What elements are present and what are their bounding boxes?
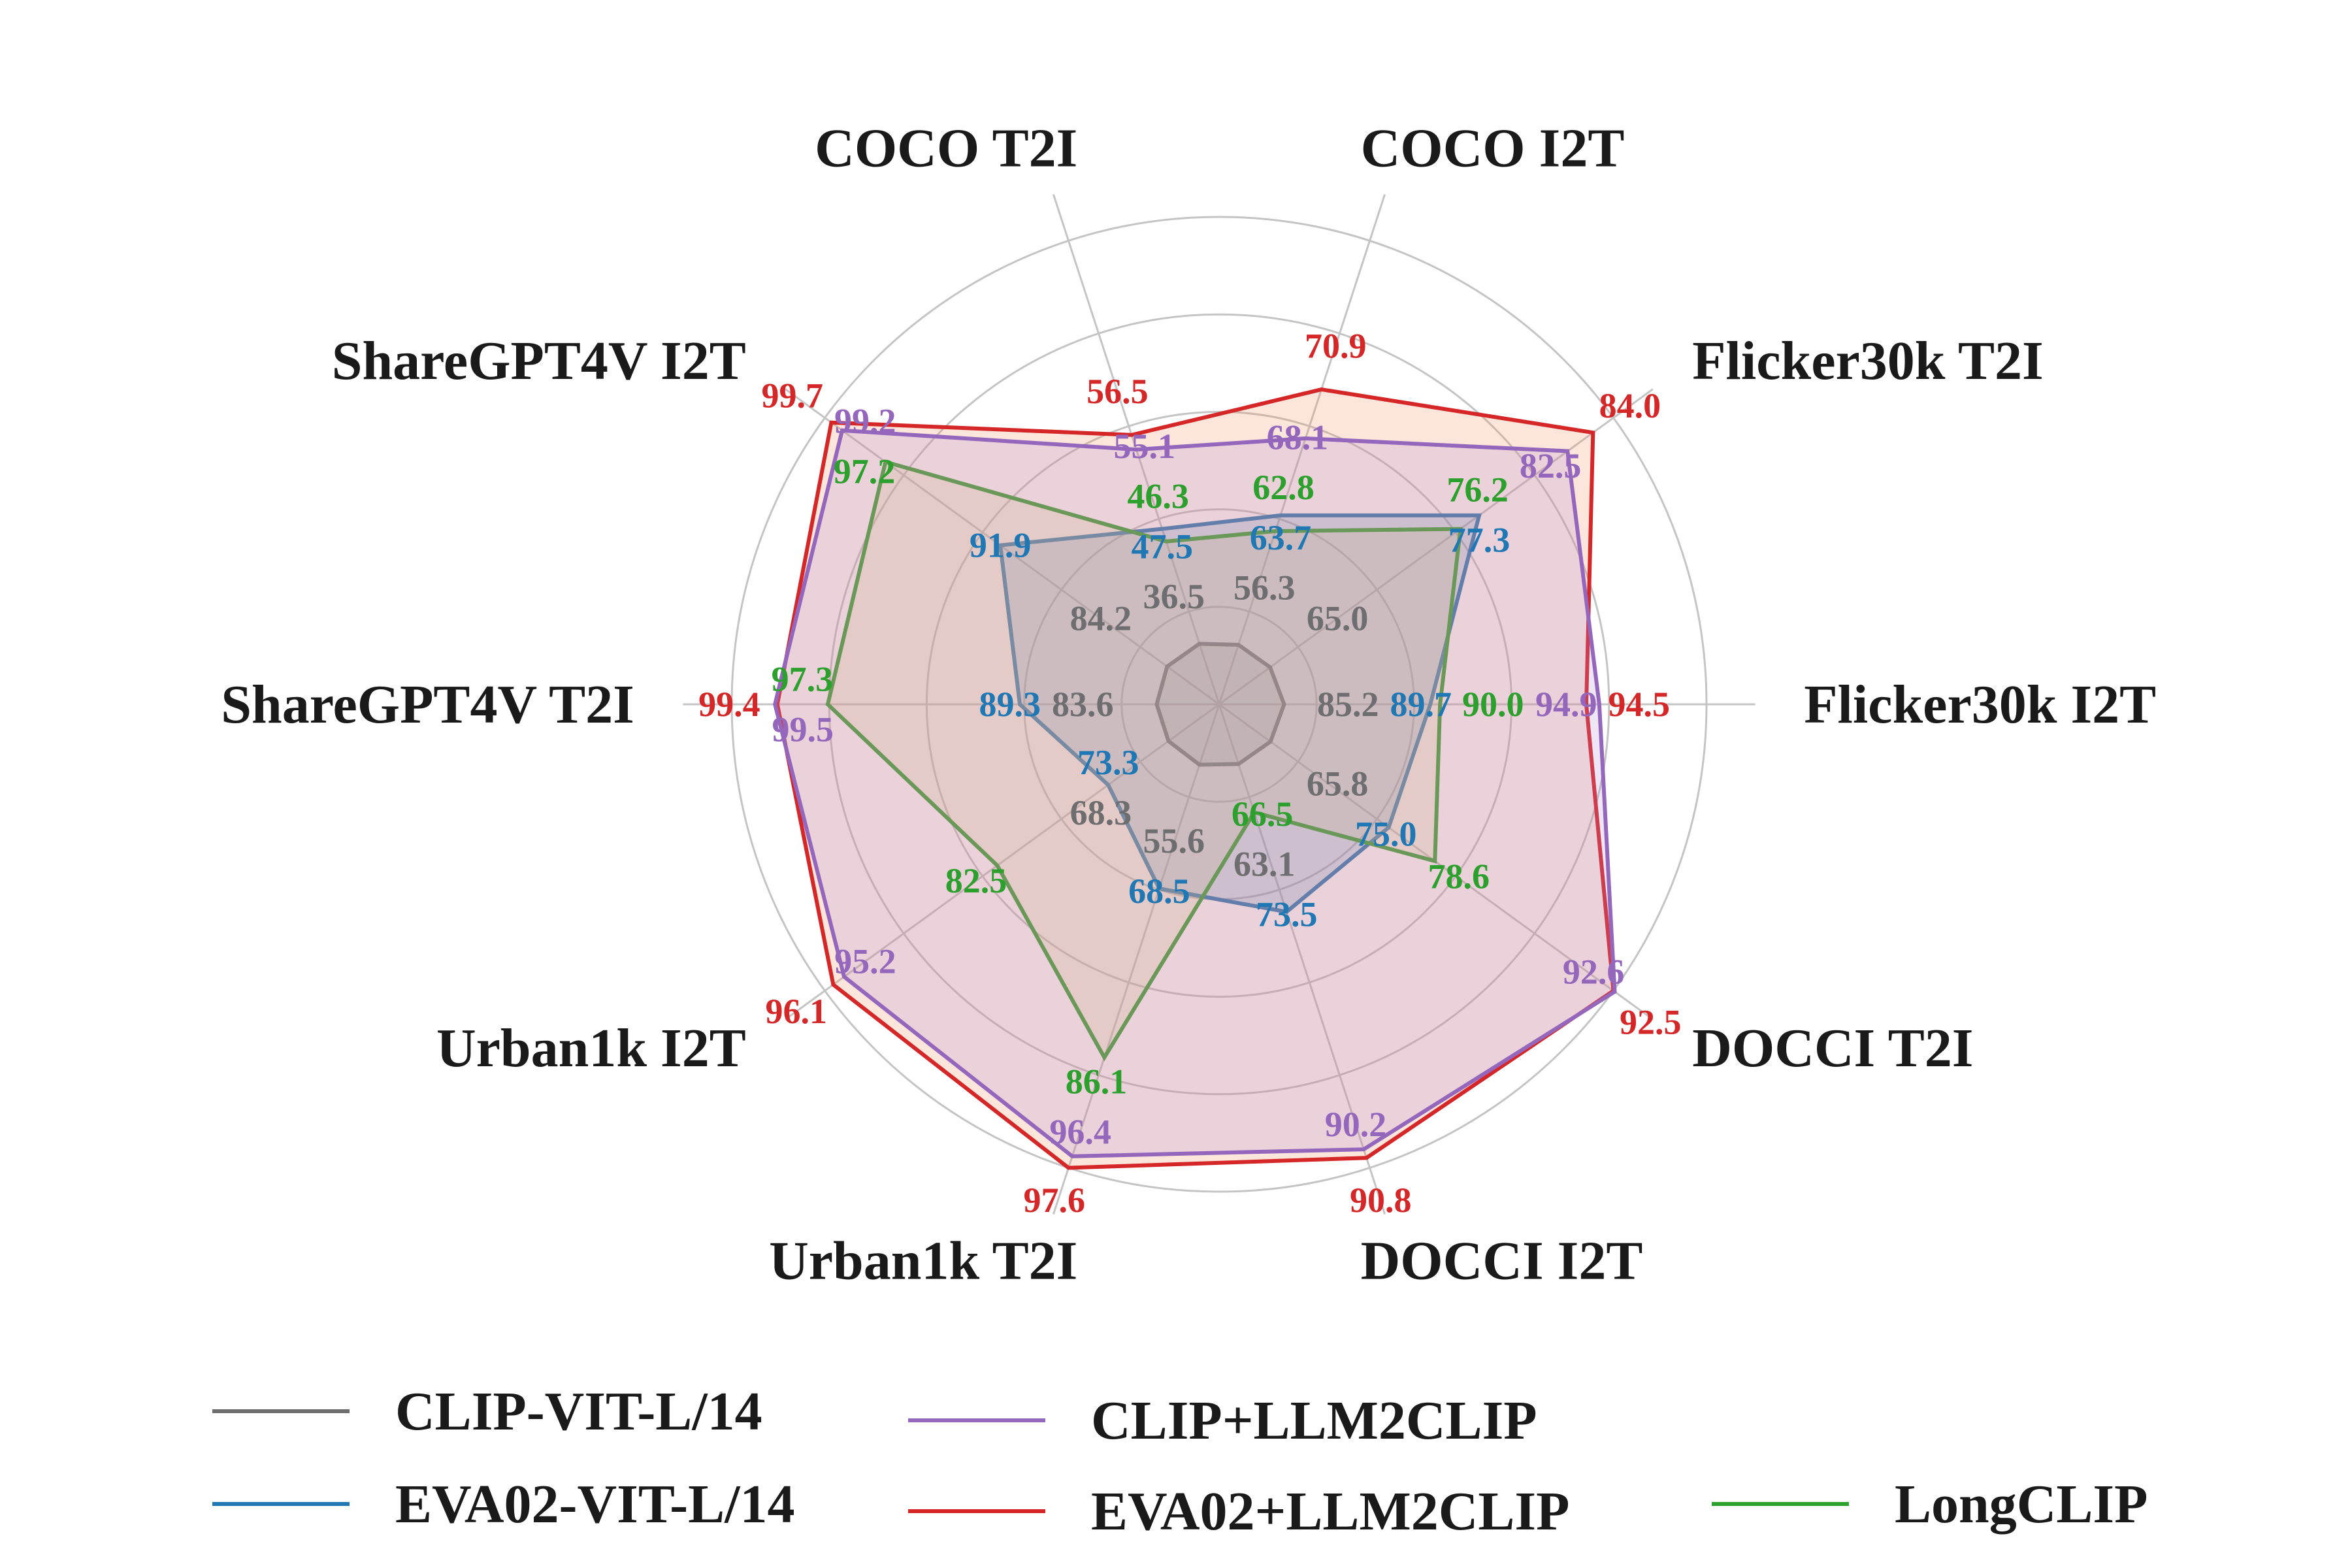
value-label: 89.7 — [1390, 685, 1452, 724]
value-label: 65.0 — [1307, 599, 1369, 638]
value-label: 92.6 — [1563, 953, 1625, 992]
value-label: 46.3 — [1127, 476, 1189, 515]
axis-label: Urban1k T2I — [769, 1230, 1077, 1291]
axis-line — [785, 703, 1220, 1021]
legend-label: CLIP+LLM2CLIP — [1091, 1390, 1537, 1451]
value-label: 56.5 — [1086, 372, 1149, 411]
value-label: 94.9 — [1535, 685, 1597, 724]
series-polygon-eva02-llm2clip — [775, 387, 1616, 1170]
value-label: 96.1 — [766, 992, 828, 1031]
value-label: 66.5 — [1232, 794, 1294, 834]
series-polygons — [773, 387, 1617, 1170]
axis-label: COCO I2T — [1361, 118, 1625, 179]
value-label: 99.2 — [834, 401, 896, 440]
axis-label: ShareGPT4V T2I — [221, 674, 634, 735]
legend-label: LongCLIP — [1895, 1474, 2148, 1535]
value-label: 78.6 — [1428, 857, 1490, 896]
value-label: 86.1 — [1066, 1062, 1128, 1102]
value-label: 55.1 — [1113, 427, 1175, 466]
value-label: 77.3 — [1448, 521, 1511, 560]
value-label: 63.7 — [1250, 518, 1312, 557]
axis-label: DOCCI T2I — [1692, 1018, 1973, 1079]
series-polygon-clip-vit-l-14 — [1154, 642, 1286, 767]
value-label: 97.2 — [834, 451, 896, 491]
value-label: 47.5 — [1132, 527, 1194, 566]
value-label: 94.5 — [1608, 685, 1670, 724]
value-label: 84.0 — [1599, 386, 1661, 425]
value-label: 55.6 — [1143, 821, 1205, 860]
value-label: 99.4 — [698, 685, 760, 724]
value-label: 90.0 — [1462, 685, 1524, 724]
value-label: 97.3 — [772, 660, 834, 699]
value-label: 73.5 — [1256, 894, 1318, 934]
value-labels: 36.5 56.3 65.0 85.2 65.8 63.1 55.6 68.3 83.6 84.2… — [698, 327, 1681, 1220]
series-polygon-eva02-vit-l-14 — [998, 513, 1482, 914]
value-label: 99.5 — [772, 710, 834, 749]
value-label: 68.1 — [1267, 418, 1329, 457]
value-label: 56.3 — [1233, 568, 1296, 607]
axis-label: ShareGPT4V I2T — [332, 331, 746, 391]
axis-label: Urban1k I2T — [436, 1018, 746, 1079]
axis-label: COCO T2I — [815, 118, 1077, 179]
value-label: 84.2 — [1070, 599, 1132, 638]
axis-label: DOCCI I2T — [1361, 1230, 1643, 1291]
value-label: 63.1 — [1233, 844, 1296, 883]
axis-label: Flicker30k T2I — [1692, 331, 2043, 391]
value-label: 82.5 — [1520, 446, 1582, 485]
value-label: 62.8 — [1252, 468, 1315, 507]
value-label: 36.5 — [1143, 577, 1205, 616]
axis-line — [1052, 704, 1220, 1215]
axis-line — [1218, 194, 1386, 705]
value-label: 65.8 — [1307, 764, 1369, 804]
value-label: 99.7 — [762, 376, 824, 416]
value-label: 91.9 — [970, 526, 1032, 565]
value-label: 83.6 — [1052, 685, 1114, 724]
legend-label: CLIP-VIT-L/14 — [395, 1381, 762, 1442]
value-label: 89.3 — [979, 685, 1041, 724]
value-label: 85.2 — [1317, 685, 1379, 724]
legend-label: EVA02+LLM2CLIP — [1091, 1481, 1569, 1542]
value-label: 73.3 — [1077, 743, 1139, 782]
axis-label: Flicker30k I2T — [1804, 674, 2156, 735]
legend-label: EVA02-VIT-L/14 — [395, 1474, 795, 1535]
value-label: 76.2 — [1446, 470, 1509, 510]
legend: CLIP-VIT-L/14 EVA02-VIT-L/14 CLIP+LLM2CLIP… — [212, 1381, 2148, 1542]
axis-line — [1218, 388, 1654, 706]
value-label: 92.5 — [1620, 1003, 1682, 1042]
value-label: 96.4 — [1049, 1113, 1111, 1152]
axis-labels: COCO T2I COCO I2T Flicker30k T2I Flicker30k… — [221, 118, 2156, 1292]
series-polygon-longclip — [825, 459, 1463, 1062]
value-label: 97.6 — [1024, 1181, 1086, 1220]
series-polygon-clip-llm2clip — [773, 428, 1617, 1158]
value-label: 68.3 — [1070, 793, 1132, 832]
value-label: 95.2 — [834, 942, 896, 981]
value-label: 90.2 — [1325, 1105, 1387, 1144]
value-label: 75.0 — [1355, 815, 1417, 854]
value-label: 90.8 — [1350, 1181, 1412, 1220]
value-label: 68.5 — [1128, 872, 1190, 911]
value-label: 70.9 — [1305, 327, 1367, 366]
axis-line — [1218, 704, 1386, 1215]
value-label: 82.5 — [945, 861, 1007, 900]
